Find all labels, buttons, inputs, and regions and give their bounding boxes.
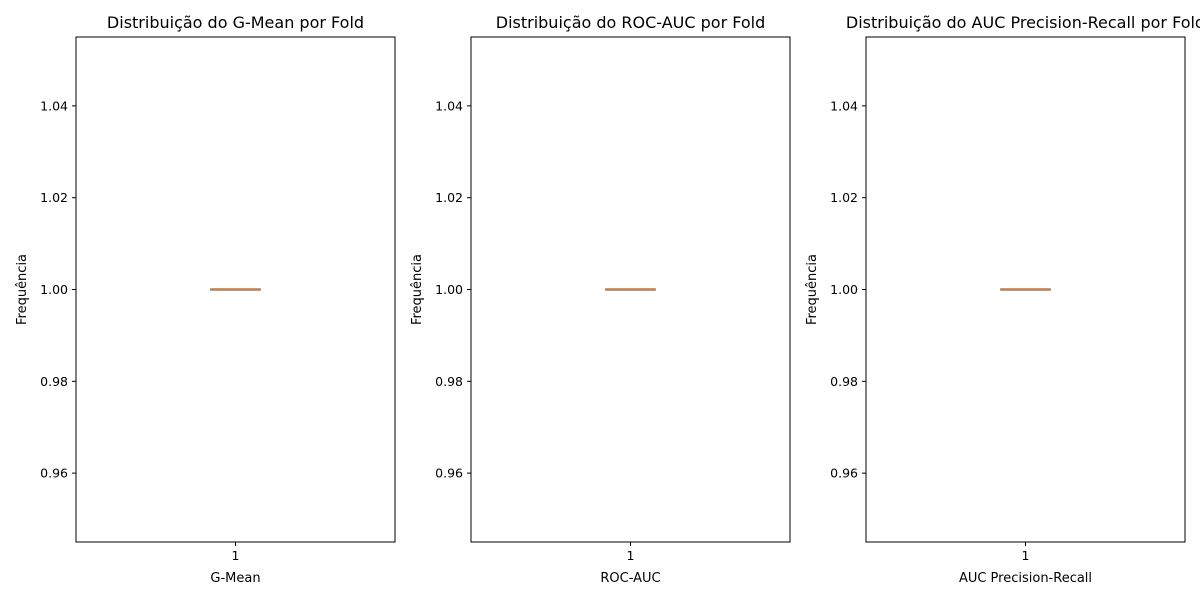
chart-title: Distribuição do G-Mean por Fold (107, 13, 364, 32)
y-tick-label: 1.02 (40, 190, 68, 205)
x-axis-label: ROC-AUC (600, 571, 660, 586)
box-1 (210, 288, 261, 291)
y-tick-label: 0.96 (40, 466, 68, 481)
x-tick-label: 1 (627, 548, 635, 563)
y-tick-label: 0.98 (435, 374, 463, 389)
x-tick-label: 1 (1022, 548, 1030, 563)
x-tick-label: 1 (232, 548, 240, 563)
y-tick-label: 0.96 (830, 466, 858, 481)
y-tick-label: 1.00 (435, 282, 463, 297)
y-axis-label: Frequência (15, 254, 30, 325)
chart-panel-3: 0.96 0.98 1.00 1.02 1.04 1 Distribuição do AUC… (805, 13, 1200, 586)
y-tick-label: 0.98 (40, 374, 68, 389)
y-tick-label: 1.02 (830, 190, 858, 205)
y-tick-label: 1.00 (830, 282, 858, 297)
y-tick-label: 1.04 (40, 98, 68, 113)
y-tick-label: 0.96 (435, 466, 463, 481)
y-tick-label: 1.00 (40, 282, 68, 297)
chart-panel-1: 0.96 0.98 1.00 1.02 1.04 1 Distribuição do G-M… (15, 13, 396, 586)
box-1 (1000, 288, 1051, 291)
chart-panel-2: 0.96 0.98 1.00 1.02 1.04 1 Distribuição do ROC… (410, 13, 791, 586)
chart-title: Distribuição do ROC-AUC por Fold (496, 13, 766, 32)
y-axis-label: Frequência (805, 254, 820, 325)
y-tick-label: 1.02 (435, 190, 463, 205)
x-axis-label: G-Mean (210, 571, 260, 586)
y-tick-label: 1.04 (830, 98, 858, 113)
x-axis-label: AUC Precision-Recall (959, 571, 1092, 586)
y-axis-label: Frequência (410, 254, 425, 325)
y-tick-label: 0.98 (830, 374, 858, 389)
box-1 (605, 288, 656, 291)
chart-title: Distribuição do AUC Precision-Recall por… (846, 13, 1200, 32)
y-tick-label: 1.04 (435, 98, 463, 113)
